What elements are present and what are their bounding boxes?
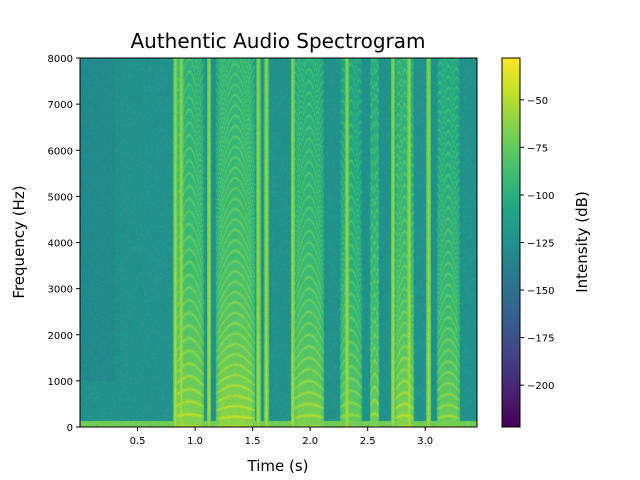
x-axis: 0.5 1.0 1.5 2.0 2.5 3.0 <box>130 427 433 447</box>
colorbar-tick-label: −100 <box>527 191 554 202</box>
x-axis-label: Time (s) <box>247 457 309 475</box>
plot-area <box>79 57 478 428</box>
y-tick-label: 4000 <box>48 239 73 250</box>
colorbar-tick-label: −50 <box>527 96 548 107</box>
colorbar-label: Intensity (dB) <box>573 191 591 293</box>
colorbar-tick-label: −150 <box>527 286 554 297</box>
y-axis-label: Frequency (Hz) <box>10 185 28 298</box>
colorbar-tick-label: −125 <box>527 239 554 250</box>
colorbar-tick-label: −175 <box>527 334 554 345</box>
y-axis: 0 1000 2000 3000 4000 5000 6000 7000 8000 <box>48 54 80 434</box>
colorbar: −50 −75 −100 −125 −150 −175 −200 <box>501 57 554 428</box>
x-tick-label: 2.0 <box>302 436 318 447</box>
y-tick-label: 8000 <box>48 54 73 65</box>
spectrogram-heatmap <box>80 58 477 427</box>
colorbar-tick-label: −75 <box>527 143 548 154</box>
y-tick-label: 3000 <box>48 285 73 296</box>
x-tick-label: 1.0 <box>187 436 203 447</box>
y-tick-label: 0 <box>67 423 73 434</box>
y-tick-label: 6000 <box>48 146 73 157</box>
x-tick-label: 3.0 <box>417 436 433 447</box>
y-tick-label: 2000 <box>48 331 73 342</box>
y-tick-label: 7000 <box>48 100 73 111</box>
colorbar-tick-label: −200 <box>527 381 554 392</box>
x-tick-label: 2.5 <box>360 436 376 447</box>
colorbar-gradient <box>502 58 520 427</box>
colorbar-ticks: −50 −75 −100 −125 −150 −175 −200 <box>520 96 554 392</box>
y-tick-label: 1000 <box>48 377 73 388</box>
x-tick-label: 1.5 <box>245 436 261 447</box>
y-tick-label: 5000 <box>48 192 73 203</box>
x-tick-label: 0.5 <box>130 436 146 447</box>
chart-title: Authentic Audio Spectrogram <box>130 29 425 53</box>
